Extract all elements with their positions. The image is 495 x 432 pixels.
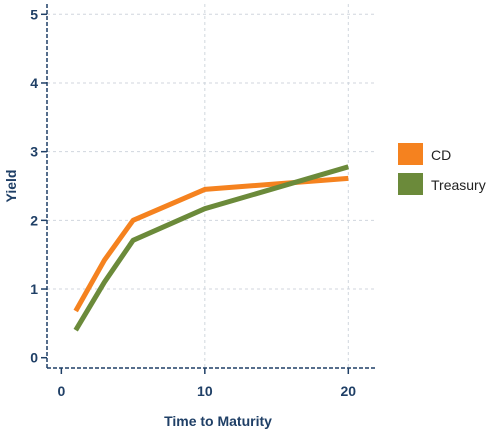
y-tick-label: 3 [30, 144, 38, 160]
x-tick-label: 20 [341, 383, 357, 399]
legend-label-treasury: Treasury [431, 177, 486, 193]
series-lines [73, 164, 350, 332]
y-tick-label: 0 [30, 350, 38, 366]
ticks: 0 1 2 3 4 5 0 10 20 [30, 6, 356, 399]
series-line-treasury [73, 164, 350, 332]
y-tick-label: 4 [30, 75, 38, 91]
x-tick-label: 10 [197, 383, 213, 399]
y-tick-label: 5 [30, 6, 38, 22]
y-axis-title: Yield [3, 170, 19, 203]
y-tick-label: 2 [30, 212, 38, 228]
grid [47, 4, 377, 368]
legend-label-cd: CD [431, 147, 451, 163]
x-tick-label: 0 [57, 383, 65, 399]
legend: CD Treasury [398, 143, 486, 195]
axes [46, 4, 377, 369]
legend-swatch-cd [398, 143, 423, 165]
x-axis-title: Time to Maturity [164, 413, 272, 429]
series-line-cd [73, 175, 349, 313]
legend-swatch-treasury [398, 173, 423, 195]
y-tick-label: 1 [30, 281, 38, 297]
